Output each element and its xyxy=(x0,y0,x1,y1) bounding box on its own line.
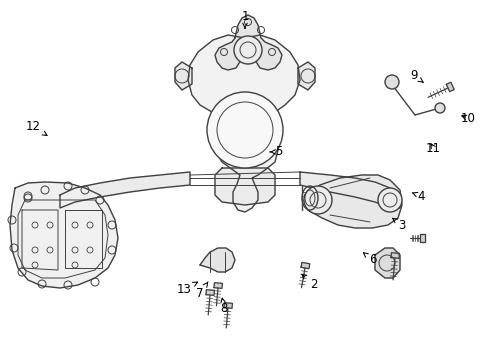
Text: 1: 1 xyxy=(241,10,249,28)
Circle shape xyxy=(435,103,445,113)
Text: 9: 9 xyxy=(410,69,423,82)
Circle shape xyxy=(378,188,402,212)
Polygon shape xyxy=(215,15,282,70)
Polygon shape xyxy=(175,62,192,90)
Polygon shape xyxy=(420,234,425,242)
Circle shape xyxy=(385,75,399,89)
Circle shape xyxy=(234,36,262,64)
Text: 5: 5 xyxy=(270,145,283,158)
Circle shape xyxy=(207,92,283,168)
Text: 13: 13 xyxy=(176,282,197,296)
Polygon shape xyxy=(206,290,215,295)
Polygon shape xyxy=(214,283,222,288)
Text: 10: 10 xyxy=(461,112,475,125)
Polygon shape xyxy=(305,175,402,228)
Polygon shape xyxy=(391,253,399,258)
Text: 2: 2 xyxy=(302,274,318,291)
Text: 7: 7 xyxy=(196,282,208,300)
Text: 12: 12 xyxy=(26,120,47,135)
Polygon shape xyxy=(60,172,190,208)
Polygon shape xyxy=(215,168,275,205)
Polygon shape xyxy=(188,35,300,212)
Polygon shape xyxy=(446,82,454,92)
Polygon shape xyxy=(300,172,400,208)
Polygon shape xyxy=(200,248,235,272)
Text: 6: 6 xyxy=(364,253,376,266)
Text: 3: 3 xyxy=(392,218,406,231)
Text: 4: 4 xyxy=(412,190,425,203)
Polygon shape xyxy=(375,248,400,278)
Polygon shape xyxy=(301,262,310,269)
Polygon shape xyxy=(10,182,118,288)
Text: 8: 8 xyxy=(220,298,228,315)
Polygon shape xyxy=(298,62,315,90)
Polygon shape xyxy=(224,303,232,309)
Text: 11: 11 xyxy=(426,142,441,155)
Circle shape xyxy=(304,186,332,214)
